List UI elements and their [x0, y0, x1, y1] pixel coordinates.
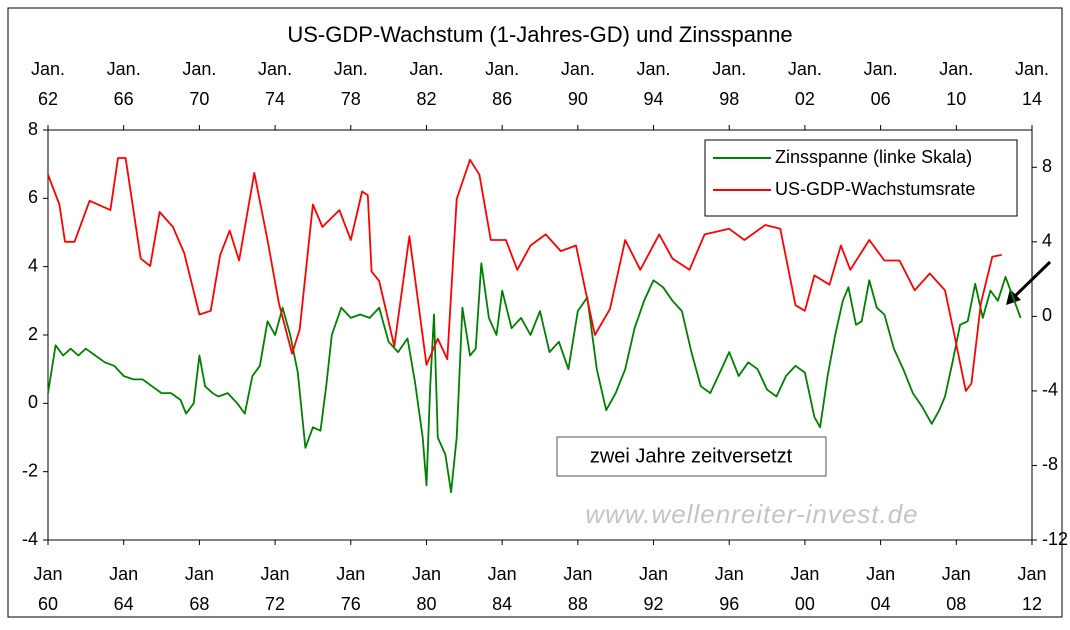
x-tick-label: Jan — [33, 564, 62, 584]
x-tick-label: Jan — [412, 564, 441, 584]
annotation: zwei Jahre zeitversetzt — [590, 445, 793, 467]
y2-tick-label: -4 — [1042, 380, 1058, 400]
chart-title: US-GDP-Wachstum (1-Jahres-GD) und Zinssp… — [287, 22, 792, 47]
x-tick-label: Jan — [488, 564, 517, 584]
x2-tick-label: Jan. — [107, 59, 141, 79]
y2-tick-label: -8 — [1042, 454, 1058, 474]
x-tick-label: Jan — [336, 564, 365, 584]
x-tick-label: 84 — [492, 594, 512, 614]
x2-tick-label: Jan. — [31, 59, 65, 79]
legend-label: Zinsspanne (linke Skala) — [775, 147, 972, 167]
annotation-box — [556, 436, 827, 477]
x-tick-label: Jan — [261, 564, 290, 584]
x-tick-label: 96 — [719, 594, 739, 614]
x-tick-label: 72 — [265, 594, 285, 614]
x2-tick-label: Jan. — [712, 59, 746, 79]
x2-tick-label: Jan. — [334, 59, 368, 79]
x-tick-label: 92 — [644, 594, 664, 614]
x-tick-label: Jan — [563, 564, 592, 584]
x-tick-label: 12 — [1022, 594, 1042, 614]
x-tick-label: 04 — [871, 594, 891, 614]
x2-tick-label: Jan. — [864, 59, 898, 79]
x2-tick-label: 62 — [38, 89, 58, 109]
x-tick-label: 76 — [341, 594, 361, 614]
line-series — [47, 262, 1022, 494]
line-series — [47, 157, 1002, 392]
y-tick-label: -2 — [22, 460, 38, 480]
x2-tick-label: 86 — [492, 89, 512, 109]
x2-tick-label: Jan. — [1015, 59, 1049, 79]
x-tick-label: Jan — [866, 564, 895, 584]
x2-tick-label: Jan. — [258, 59, 292, 79]
x-tick-label: 00 — [795, 594, 815, 614]
x2-tick-label: 02 — [795, 89, 815, 109]
x2-tick-label: 10 — [946, 89, 966, 109]
y-tick-label: 6 — [28, 187, 38, 207]
x-tick-label: 60 — [38, 594, 58, 614]
x2-tick-label: Jan. — [561, 59, 595, 79]
x-tick-label: Jan — [790, 564, 819, 584]
x2-tick-label: 78 — [341, 89, 361, 109]
legend-label: US-GDP-Wachstumsrate — [775, 179, 975, 199]
y-tick-label: 2 — [28, 324, 38, 344]
x2-tick-label: 70 — [189, 89, 209, 109]
x2-tick-label: Jan. — [409, 59, 443, 79]
y-tick-label: 8 — [28, 119, 38, 139]
y-tick-label: 4 — [28, 255, 38, 275]
x2-tick-label: Jan. — [637, 59, 671, 79]
watermark: www.wellenreiter-invest.de — [585, 499, 918, 529]
x-tick-label: 88 — [568, 594, 588, 614]
x-tick-label: 64 — [114, 594, 134, 614]
x-tick-label: 08 — [946, 594, 966, 614]
x-tick-label: Jan — [109, 564, 138, 584]
x2-tick-label: Jan. — [182, 59, 216, 79]
x2-tick-label: 82 — [416, 89, 436, 109]
x-tick-label: 80 — [416, 594, 436, 614]
x2-tick-label: 74 — [265, 89, 285, 109]
y-tick-label: -4 — [22, 529, 38, 549]
x2-tick-label: 66 — [114, 89, 134, 109]
y-tick-label: 0 — [28, 392, 38, 412]
x-tick-label: Jan — [942, 564, 971, 584]
y2-tick-label: 8 — [1042, 156, 1052, 176]
x2-tick-label: Jan. — [788, 59, 822, 79]
x-tick-label: Jan — [185, 564, 214, 584]
x-tick-label: Jan — [715, 564, 744, 584]
x2-tick-label: 98 — [719, 89, 739, 109]
y2-tick-label: 0 — [1042, 305, 1052, 325]
x-tick-label: Jan — [639, 564, 668, 584]
x2-tick-label: 14 — [1022, 89, 1042, 109]
x-tick-label: 68 — [189, 594, 209, 614]
legend-box — [704, 139, 1018, 217]
x-tick-label: Jan — [1017, 564, 1046, 584]
x2-tick-label: Jan. — [939, 59, 973, 79]
x2-tick-label: Jan. — [485, 59, 519, 79]
y2-tick-label: 4 — [1042, 231, 1052, 251]
x2-tick-label: 06 — [871, 89, 891, 109]
y2-tick-label: -12 — [1042, 529, 1068, 549]
x2-tick-label: 94 — [644, 89, 664, 109]
x2-tick-label: 90 — [568, 89, 588, 109]
